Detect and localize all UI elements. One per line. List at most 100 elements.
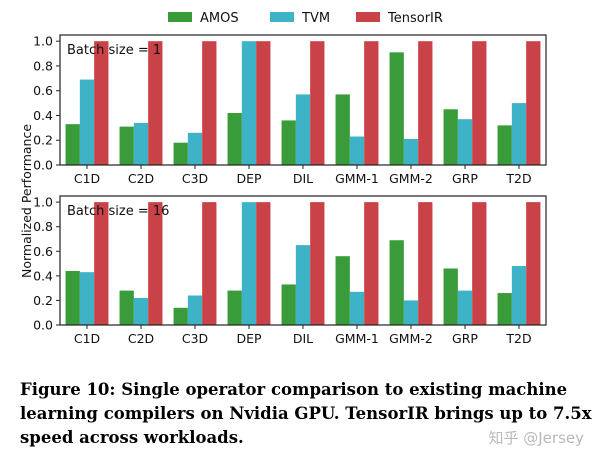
bar-tvm-dil xyxy=(295,94,311,165)
bar-tvm-c1d xyxy=(79,272,95,325)
legend-swatch-tvm xyxy=(270,12,294,22)
bar-amos-grp xyxy=(443,109,458,165)
bar-tvm-c1d xyxy=(79,79,95,165)
bar-tvm-gmm-1 xyxy=(349,136,365,165)
y-tick-label: 1.0 xyxy=(33,195,53,210)
x-tick-label: C2D xyxy=(128,331,154,346)
x-tick-label: DEP xyxy=(236,171,262,186)
bar-tensorir-dil xyxy=(310,202,325,325)
bar-tensorir-c2d xyxy=(148,202,163,325)
legend-swatch-tensorir xyxy=(356,12,380,22)
panel-title: Batch size = 1 xyxy=(67,43,161,58)
bar-tensorir-c3d xyxy=(202,41,217,165)
bar-tensorir-dep xyxy=(256,202,271,325)
x-tick-label: T2D xyxy=(505,331,531,346)
figure-caption: Figure 10: Single operator comparison to… xyxy=(20,380,592,447)
x-tick-label: DEP xyxy=(236,331,262,346)
x-tick-label: C1D xyxy=(74,331,100,346)
x-tick-label: GMM-1 xyxy=(335,171,379,186)
legend: AMOS TVM TensorIR xyxy=(168,11,443,26)
bar-tvm-gmm-2 xyxy=(403,300,419,325)
bar-amos-c1d xyxy=(65,124,80,165)
bar-tvm-dil xyxy=(295,245,311,325)
legend-label-amos: AMOS xyxy=(200,11,239,26)
y-tick-label: 0.2 xyxy=(33,133,53,148)
x-tick-label: C2D xyxy=(128,171,154,186)
bar-amos-c2d xyxy=(119,290,134,325)
bar-tvm-gmm-1 xyxy=(349,291,365,325)
bar-tensorir-gmm-1 xyxy=(364,202,379,325)
bar-amos-gmm-2 xyxy=(389,240,404,325)
bar-tvm-dep xyxy=(241,41,257,165)
bar-amos-dep xyxy=(227,290,242,325)
x-tick-label: GMM-2 xyxy=(389,171,433,186)
bar-tensorir-gmm-2 xyxy=(418,202,433,325)
x-tick-label: GMM-2 xyxy=(389,331,433,346)
bar-amos-grp xyxy=(443,268,458,325)
y-tick-label: 0.4 xyxy=(33,268,53,283)
chart-panel-2: 0.0 0.2 0.4 0.6 0.8 1.0 C1D C2D C3D DEP DIL GMM-1 GM… xyxy=(33,195,547,346)
bar-tvm-t2d xyxy=(511,103,527,165)
y-tick-label: 0.8 xyxy=(33,219,53,234)
y-axis-label: Normalized Performance xyxy=(19,124,34,278)
bar-tvm-grp xyxy=(457,119,473,165)
y-tick-label: 0.6 xyxy=(33,83,53,98)
bar-tvm-c3d xyxy=(187,295,203,325)
bar-tensorir-c1d xyxy=(94,202,109,325)
bar-tensorir-c2d xyxy=(148,41,163,165)
bar-chart-figure: AMOS TVM TensorIR Normalized Performance 0… xyxy=(19,11,547,346)
x-tick-label: C3D xyxy=(182,171,208,186)
y-tick-label: 0.0 xyxy=(33,158,53,173)
y-tick-label: 0.0 xyxy=(33,318,53,333)
bar-tvm-t2d xyxy=(511,266,527,325)
bar-amos-gmm-1 xyxy=(335,94,350,165)
y-tick-label: 0.6 xyxy=(33,244,53,259)
watermark-text: 知乎 @Jersey xyxy=(488,429,584,447)
bar-tensorir-grp xyxy=(472,41,487,165)
legend-label-tvm: TVM xyxy=(301,11,330,26)
chart-panel-1: 0.0 0.2 0.4 0.6 0.8 1.0 C1D C2D C3D DEP DIL GMM-1 GM… xyxy=(33,34,547,186)
bar-amos-gmm-2 xyxy=(389,52,404,166)
bar-amos-c1d xyxy=(65,270,80,325)
bar-tvm-c2d xyxy=(133,122,149,165)
bar-amos-dep xyxy=(227,113,242,165)
bar-amos-c3d xyxy=(173,307,188,325)
x-tick-label: T2D xyxy=(505,171,531,186)
panel-title: Batch size = 16 xyxy=(67,204,169,219)
x-tick-label: GRP xyxy=(452,171,478,186)
plot-frame xyxy=(59,195,547,326)
x-tick-label: C1D xyxy=(74,171,100,186)
x-tick-label: GMM-1 xyxy=(335,331,379,346)
bar-tensorir-c1d xyxy=(94,41,109,165)
bar-tensorir-t2d xyxy=(526,202,541,325)
legend-label-tensorir: TensorIR xyxy=(387,11,443,26)
bar-tvm-gmm-2 xyxy=(403,139,419,165)
x-tick-label: DIL xyxy=(293,331,313,346)
bar-amos-gmm-1 xyxy=(335,256,350,325)
y-tick-label: 1.0 xyxy=(33,34,53,49)
bar-tensorir-t2d xyxy=(526,41,541,165)
bar-amos-t2d xyxy=(497,293,512,325)
bar-tvm-c2d xyxy=(133,297,149,325)
bar-amos-c2d xyxy=(119,126,134,165)
bar-amos-dil xyxy=(281,284,296,325)
x-tick-label: GRP xyxy=(452,331,478,346)
bar-tvm-grp xyxy=(457,290,473,325)
bar-tensorir-dep xyxy=(256,41,271,165)
y-tick-label: 0.4 xyxy=(33,108,53,123)
bar-tensorir-c3d xyxy=(202,202,217,325)
bar-amos-c3d xyxy=(173,142,188,165)
bar-amos-t2d xyxy=(497,125,512,165)
x-tick-label: DIL xyxy=(293,171,313,186)
y-tick-label: 0.8 xyxy=(33,58,53,73)
bar-tvm-dep xyxy=(241,202,257,325)
bar-tensorir-gmm-2 xyxy=(418,41,433,165)
y-tick-label: 0.2 xyxy=(33,293,53,308)
bar-amos-dil xyxy=(281,120,296,165)
bar-tensorir-dil xyxy=(310,41,325,165)
x-tick-label: C3D xyxy=(182,331,208,346)
legend-swatch-amos xyxy=(168,12,192,22)
bar-tvm-c3d xyxy=(187,132,203,165)
plot-frame xyxy=(59,34,547,166)
bar-tensorir-grp xyxy=(472,202,487,325)
